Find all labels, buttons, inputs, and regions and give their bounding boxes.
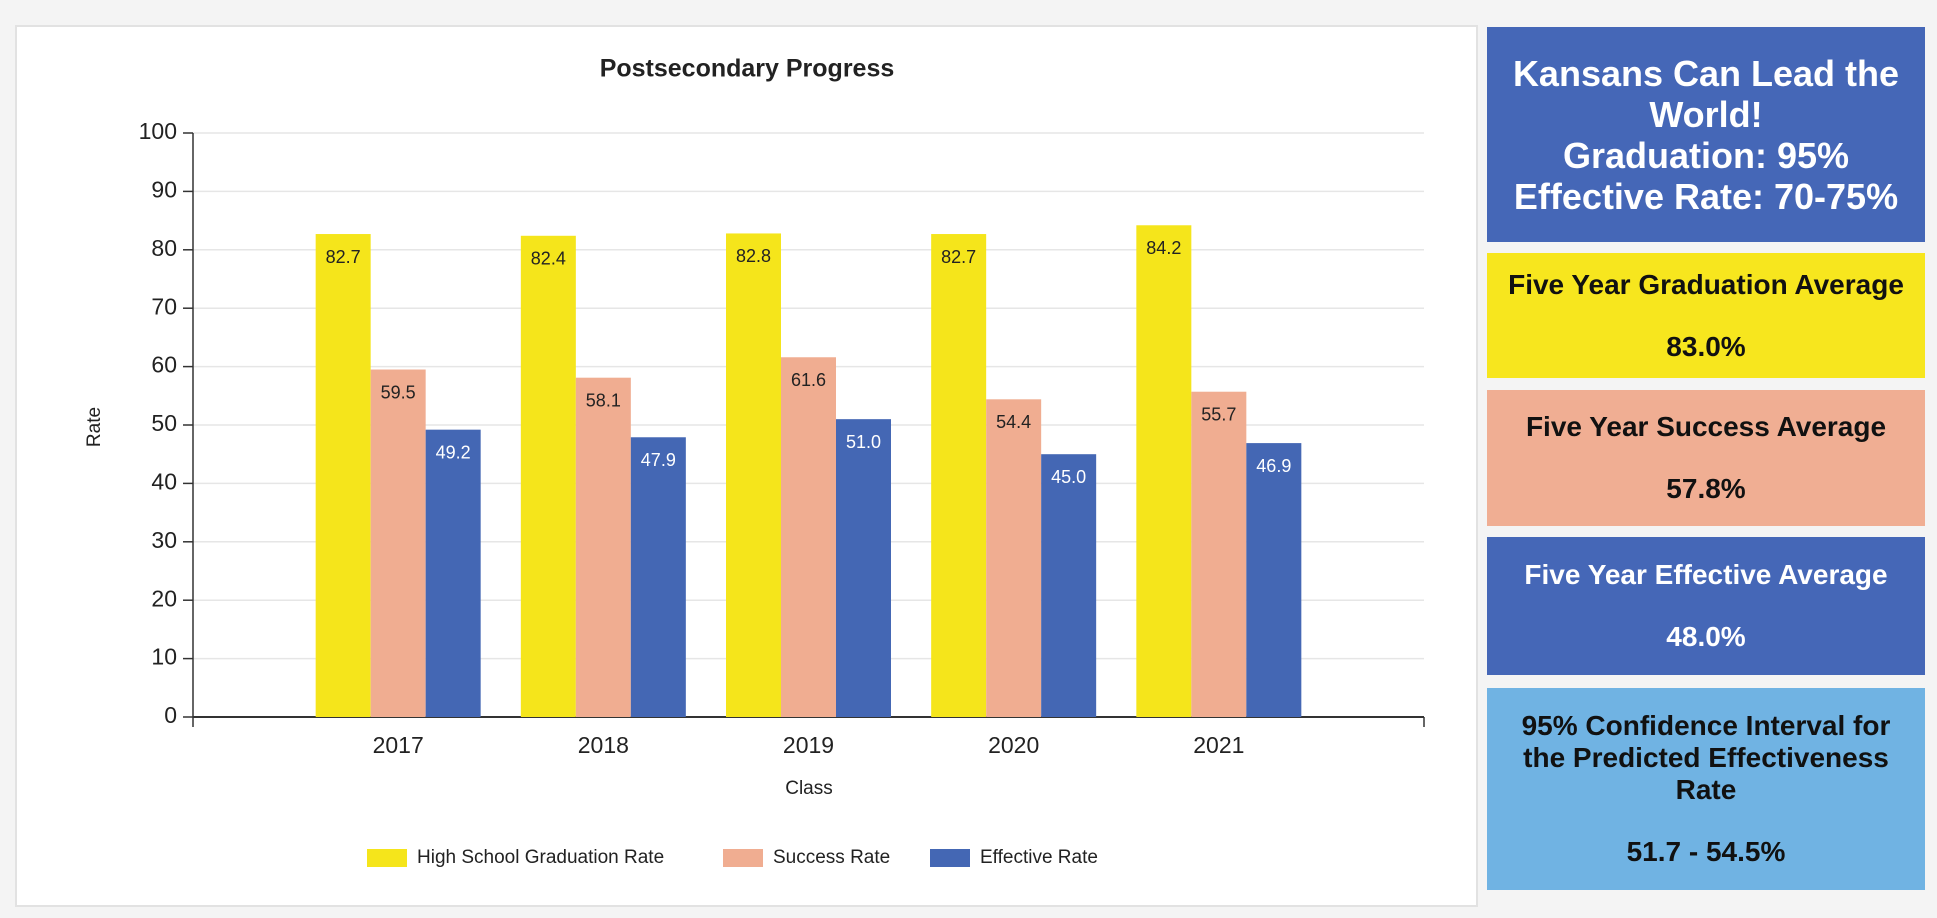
goal-panel: Kansans Can Lead the World! Graduation: … xyxy=(1487,27,1925,242)
y-tick-label: 50 xyxy=(151,410,177,436)
bar xyxy=(931,234,987,718)
y-tick-label: 70 xyxy=(151,293,177,319)
bar xyxy=(726,233,781,717)
value-label: 61.6 xyxy=(791,370,826,390)
value-label: 55.7 xyxy=(1201,404,1236,424)
legend-swatch[interactable] xyxy=(930,849,970,867)
legend-label[interactable]: Effective Rate xyxy=(980,847,1098,868)
bar xyxy=(315,234,371,718)
x-tick-label: 2018 xyxy=(578,732,629,758)
x-tick-label: 2017 xyxy=(373,732,424,758)
x-tick-label: 2019 xyxy=(783,732,834,758)
chart: Postsecondary Progress Rate Class 0 10 20 3… xyxy=(84,55,1425,868)
panel-title: Five Year Effective Average xyxy=(1524,559,1888,590)
bar xyxy=(425,429,481,717)
value-label: 51.0 xyxy=(846,432,881,452)
value-label: 59.5 xyxy=(381,382,416,402)
bar xyxy=(836,419,891,717)
goal-line: Kansans Can Lead the World! xyxy=(1512,52,1900,135)
panel-title: Five Year Success Average xyxy=(1525,411,1887,442)
confidence-panel: 95% Confidence Interval for the Predicte… xyxy=(1487,688,1925,890)
value-label: 49.2 xyxy=(436,442,471,462)
y-tick-label: 10 xyxy=(151,644,177,670)
value-label: 82.8 xyxy=(736,246,771,266)
legend-label[interactable]: High School Graduation Rate xyxy=(417,847,664,868)
value-label: 47.9 xyxy=(641,450,676,470)
y-tick-label: 40 xyxy=(151,468,177,494)
value-label: 82.7 xyxy=(326,247,361,267)
bar xyxy=(630,437,686,717)
panel-title: 95% Confidence Interval for the Predicte… xyxy=(1521,710,1891,805)
bar xyxy=(1041,454,1097,717)
bar xyxy=(1136,225,1192,717)
y-tick-label: 60 xyxy=(151,352,177,378)
y-tick-label: 30 xyxy=(151,527,177,553)
y-tick-label: 20 xyxy=(151,585,177,611)
effective-panel: Five Year Effective Average 48.0% xyxy=(1487,537,1925,675)
bar xyxy=(1191,391,1247,717)
chart-title: Postsecondary Progress xyxy=(600,55,895,83)
value-label: 82.4 xyxy=(531,249,566,269)
bar xyxy=(370,369,426,717)
y-tick-label: 100 xyxy=(139,118,177,144)
panel-value: 83.0% xyxy=(1666,330,1746,362)
bar xyxy=(781,357,836,717)
panel-value: 51.7 - 54.5% xyxy=(1626,836,1786,867)
value-label: 45.0 xyxy=(1051,467,1086,487)
panel-value: 57.8% xyxy=(1666,473,1746,504)
value-label: 84.2 xyxy=(1146,238,1181,258)
panel-title: Five Year Graduation Average xyxy=(1508,268,1904,300)
bar xyxy=(575,377,631,717)
x-tick-label: 2021 xyxy=(1193,732,1244,758)
success-panel: Five Year Success Average 57.8% xyxy=(1487,390,1925,526)
bar xyxy=(520,235,576,717)
x-axis-label: Class xyxy=(785,778,833,799)
x-tick-label: 2020 xyxy=(988,732,1039,758)
bar xyxy=(986,399,1042,717)
goal-line: Effective Rate: 70-75% xyxy=(1513,175,1899,217)
goal-line: Graduation: 95% xyxy=(1562,134,1850,176)
value-label: 46.9 xyxy=(1256,456,1291,476)
legend-swatch[interactable] xyxy=(723,849,763,867)
y-tick-label: 90 xyxy=(151,176,177,202)
value-label: 58.1 xyxy=(586,390,621,410)
y-tick-label: 0 xyxy=(164,702,177,728)
y-axis-label: Rate xyxy=(84,407,105,447)
panel-value: 48.0% xyxy=(1666,621,1746,652)
bar xyxy=(1246,443,1302,717)
value-label: 54.4 xyxy=(996,412,1031,432)
graduation-panel: Five Year Graduation Average 83.0% xyxy=(1487,253,1925,378)
legend-label[interactable]: Success Rate xyxy=(773,847,890,868)
legend-swatch[interactable] xyxy=(367,849,407,867)
y-tick-label: 80 xyxy=(151,235,177,261)
value-label: 82.7 xyxy=(941,247,976,267)
chart-panel: Postsecondary Progress Rate Class 0 10 20 3… xyxy=(15,25,1478,907)
